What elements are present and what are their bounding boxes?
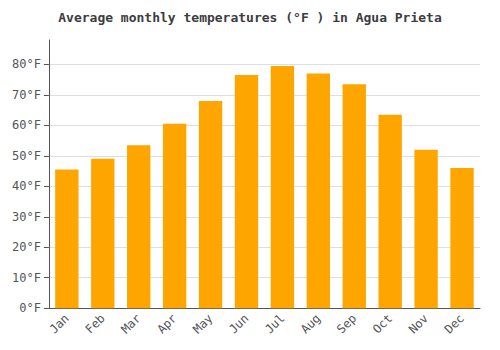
svg-text:60°F: 60°F <box>12 118 41 132</box>
svg-text:Nov: Nov <box>406 311 431 336</box>
svg-text:10°F: 10°F <box>12 271 41 285</box>
svg-text:Sep: Sep <box>334 311 359 336</box>
svg-text:May: May <box>190 311 215 336</box>
svg-text:Jan: Jan <box>47 311 72 336</box>
svg-text:20°F: 20°F <box>12 240 41 254</box>
svg-text:Mar: Mar <box>118 311 143 336</box>
svg-text:80°F: 80°F <box>12 57 41 71</box>
svg-text:Apr: Apr <box>154 311 179 336</box>
svg-text:0°F: 0°F <box>19 301 41 315</box>
svg-text:70°F: 70°F <box>12 88 41 102</box>
svg-text:Aug: Aug <box>298 311 323 336</box>
svg-text:40°F: 40°F <box>12 179 41 193</box>
svg-text:Oct: Oct <box>370 311 395 336</box>
svg-text:Jun: Jun <box>226 311 251 336</box>
svg-text:Dec: Dec <box>442 311 467 336</box>
svg-text:30°F: 30°F <box>12 210 41 224</box>
svg-text:Average monthly temperatures (: Average monthly temperatures (°F ) in Ag… <box>58 10 442 25</box>
svg-text:Feb: Feb <box>83 311 108 336</box>
svg-text:50°F: 50°F <box>12 149 41 163</box>
svg-text:Jul: Jul <box>262 311 287 336</box>
